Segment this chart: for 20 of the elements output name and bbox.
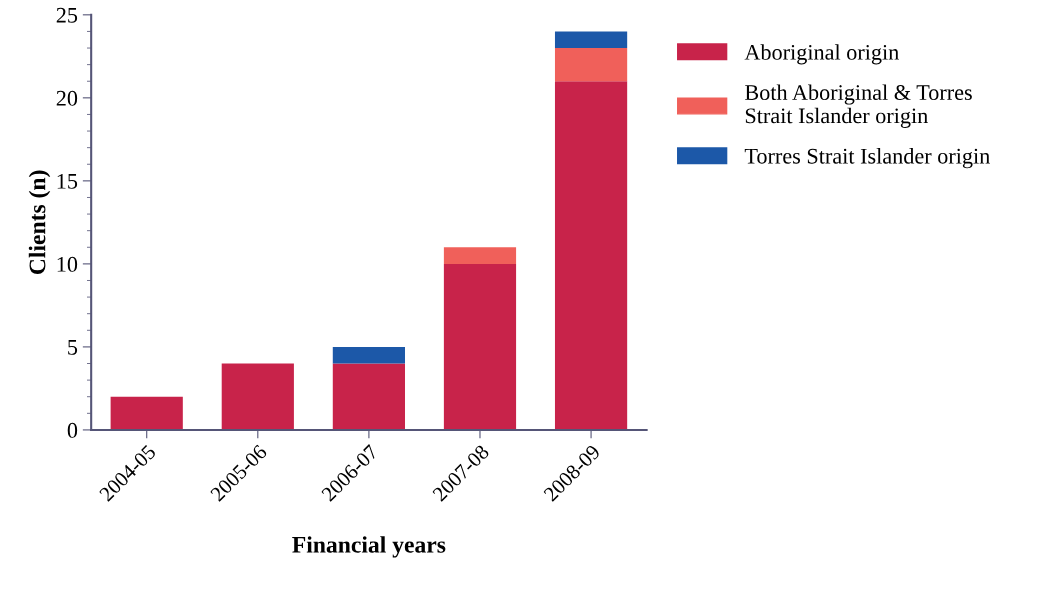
bar bbox=[332, 346, 405, 364]
y-tick-label: 0 bbox=[67, 422, 78, 438]
y-tick-label: 20 bbox=[56, 90, 78, 106]
y-tick-label: 5 bbox=[68, 340, 78, 355]
bar bbox=[332, 363, 405, 430]
bar bbox=[554, 31, 628, 49]
y-tick-label: 10 bbox=[57, 256, 78, 272]
legend-label: Aboriginal origin bbox=[744, 44, 899, 65]
legend-label: Both Aboriginal & Torres Strait Islander origin bbox=[745, 84, 972, 128]
x-axis-title: Financial years bbox=[292, 536, 446, 558]
bar bbox=[221, 363, 294, 430]
bar bbox=[110, 396, 183, 430]
legend-label: Torres Strait Islander origin bbox=[744, 148, 990, 169]
y-tick-label: 15 bbox=[57, 173, 78, 189]
bar bbox=[443, 263, 517, 430]
bar bbox=[554, 48, 628, 82]
y-axis-title: Clients (n) bbox=[28, 170, 51, 275]
bar bbox=[443, 247, 517, 264]
bar bbox=[554, 81, 628, 430]
y-tick-label: 25 bbox=[56, 7, 78, 23]
